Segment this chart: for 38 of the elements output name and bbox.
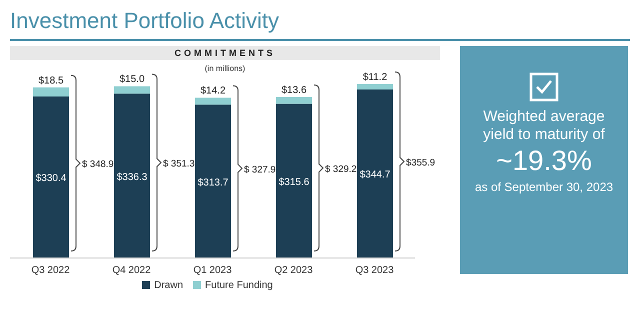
x-tick-label: Q3 2023 [355, 265, 394, 276]
total-label: $ 348.9 [82, 159, 114, 170]
data-label: $14.2 [200, 86, 226, 97]
bar [33, 87, 69, 96]
data-label: $336.3 [116, 172, 148, 183]
bar [195, 104, 231, 258]
total-label: $ 329.2 [325, 164, 357, 176]
y-axis-title: (in millions) [204, 64, 246, 73]
data-label: $344.7 [360, 170, 391, 181]
x-tick-label: Q4 2022 [112, 265, 152, 276]
chart-title: Investment Portfolio Activity [10, 8, 279, 34]
data-label: $18.5 [38, 75, 64, 86]
text: as of September 30, 2023 [474, 179, 614, 196]
bar [276, 97, 312, 104]
text: Weighted average yield to maturity of [482, 108, 606, 144]
data-label: $330.4 [36, 173, 67, 184]
chart-subtitle: COMMITMENTS [10, 46, 440, 60]
bar [276, 104, 312, 258]
text: ~19.3% [495, 144, 593, 178]
data-label: $315.6 [278, 176, 310, 188]
x-tick-label: Q3 2022 [31, 265, 70, 276]
data-label: $11.2 [362, 72, 388, 83]
total-label: $355.9 [406, 158, 436, 168]
legend-label: Future Funding [205, 280, 273, 291]
bar [114, 94, 150, 258]
bar [114, 86, 150, 94]
bar [357, 89, 393, 258]
total-label: $ 351.3 [163, 158, 195, 170]
x-tick-label: Q2 2023 [274, 265, 314, 276]
data-label: $313.7 [198, 177, 229, 188]
total-label: $ 327.9 [244, 164, 276, 176]
bar [33, 96, 69, 258]
legend-label: Drawn [154, 280, 184, 291]
x-tick-label: Q1 2023 [193, 265, 232, 276]
bar [357, 84, 393, 90]
bar [195, 98, 231, 105]
data-label: $13.6 [281, 85, 307, 96]
data-label: $15.0 [119, 74, 145, 86]
